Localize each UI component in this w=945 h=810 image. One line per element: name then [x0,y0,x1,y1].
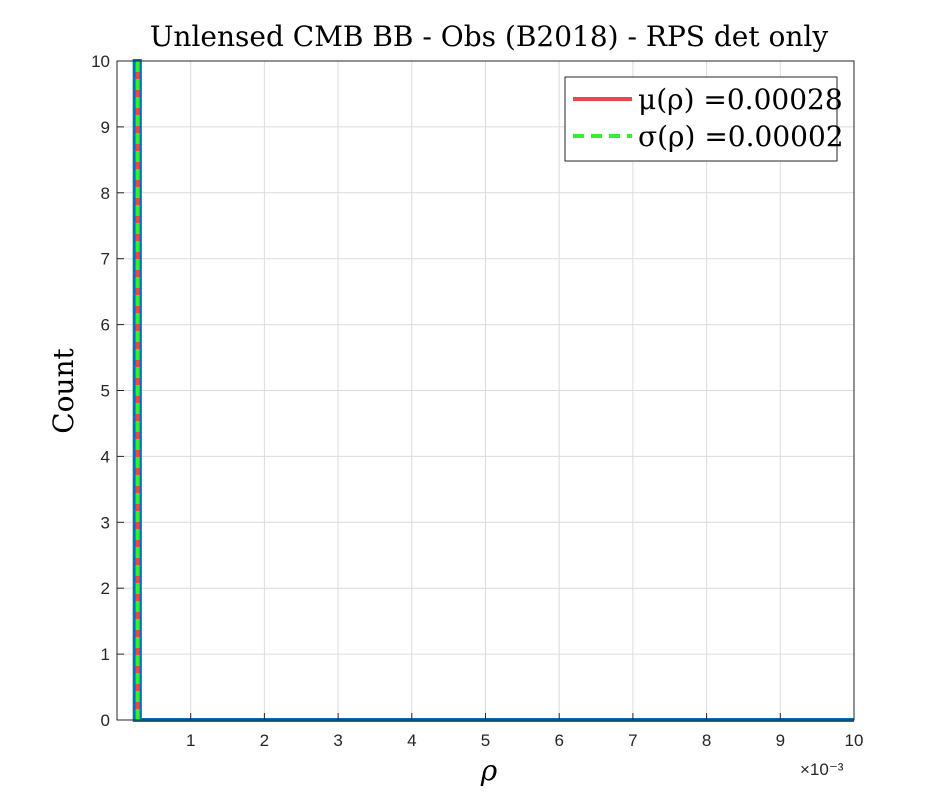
y-axis-ticks: 0 1 2 3 4 5 6 7 8 9 10 [91,52,124,730]
x-tick-label: 2 [260,731,269,750]
y-tick-label: 4 [101,447,110,466]
y-tick-label: 7 [101,250,110,269]
x-tick-label: 6 [554,731,563,750]
y-tick-label: 10 [91,52,110,71]
legend-mean-label: μ(ρ) =0.00028 [638,83,843,116]
x-tick-label: 8 [702,731,711,750]
legend: μ(ρ) =0.00028 σ(ρ) =0.00002 [564,76,844,162]
x-axis-label: ρ [480,754,498,787]
y-tick-label: 9 [101,118,110,137]
x-tick-label: 1 [186,731,195,750]
y-tick-label: 2 [101,579,110,598]
legend-box [564,76,838,162]
y-tick-label: 6 [101,316,110,335]
x-tick-label: 3 [333,731,342,750]
legend-sigma-label: σ(ρ) =0.00002 [638,120,844,153]
y-tick-label: 5 [101,382,110,401]
y-tick-label: 3 [101,513,110,532]
x-tick-label: 9 [776,731,785,750]
y-axis-label: Count [47,347,80,433]
y-tick-label: 8 [101,184,110,203]
x-tick-label: 5 [481,731,490,750]
x-tick-label: 7 [628,731,637,750]
y-tick-label: 1 [101,645,110,664]
x-tick-label: 4 [407,731,416,750]
chart-title: Unlensed CMB BB - Obs (B2018) - RPS det … [150,20,829,53]
x-axis-exponent: ×10⁻³ [800,760,844,779]
x-axis-ticks: 1 2 3 4 5 6 7 8 9 10 [186,713,863,750]
y-tick-label: 0 [101,711,110,730]
x-tick-label: 10 [845,731,864,750]
